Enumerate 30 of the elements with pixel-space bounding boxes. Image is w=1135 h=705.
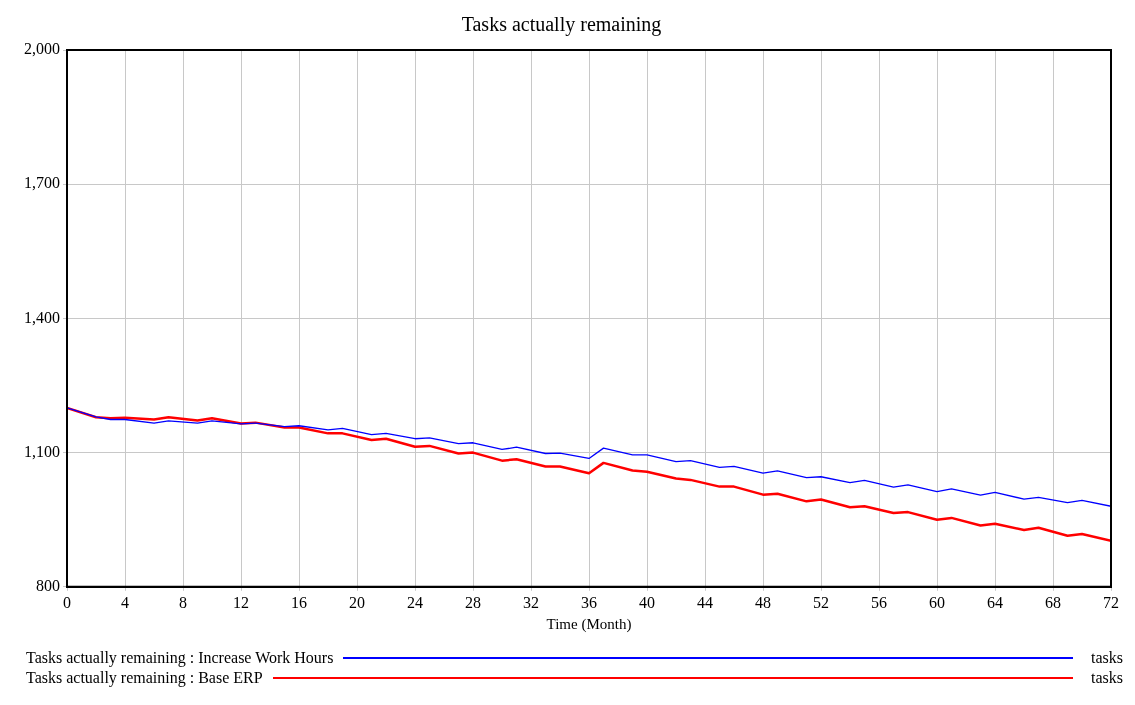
x-tick-label: 28 <box>465 593 481 611</box>
x-tick-label: 72 <box>1103 593 1119 611</box>
legend-label: Tasks actually remaining : Increase Work Hours <box>26 649 334 667</box>
x-tick-label: 44 <box>697 593 713 611</box>
x-axis-title: Time (Month) <box>546 615 632 633</box>
x-tick-label: 64 <box>987 593 1003 611</box>
x-tick-label: 68 <box>1045 593 1061 611</box>
x-tick-label: 60 <box>929 593 945 611</box>
text: tasks <box>1091 669 1123 687</box>
x-tick-label: 16 <box>291 593 307 611</box>
legend-label: Tasks actually remaining : Base ERP <box>26 669 263 687</box>
x-tick-label: 0 <box>63 593 71 611</box>
x-tick-label: 40 <box>639 593 655 611</box>
y-tick-label: 2,000 <box>24 40 60 58</box>
y-tick-label: 1,700 <box>24 174 60 192</box>
x-tick-label: 24 <box>407 593 423 611</box>
y-tick-label: 1,100 <box>24 442 60 460</box>
text: tasks <box>1091 649 1123 667</box>
x-tick-label: 52 <box>813 593 829 611</box>
x-tick-label: 48 <box>755 593 771 611</box>
x-tick-label: 36 <box>581 593 597 611</box>
y-tick-label: 800 <box>36 577 60 594</box>
y-tick-label: 1,400 <box>24 308 60 326</box>
x-tick-label: 20 <box>349 593 365 611</box>
x-tick-label: 32 <box>523 593 539 611</box>
x-tick-label: 12 <box>233 593 249 611</box>
x-tick-label: 56 <box>871 593 887 611</box>
chart-title: Tasks actually remaining <box>461 13 662 37</box>
x-tick-label: 8 <box>179 593 187 611</box>
x-tick-label: 4 <box>121 593 129 611</box>
